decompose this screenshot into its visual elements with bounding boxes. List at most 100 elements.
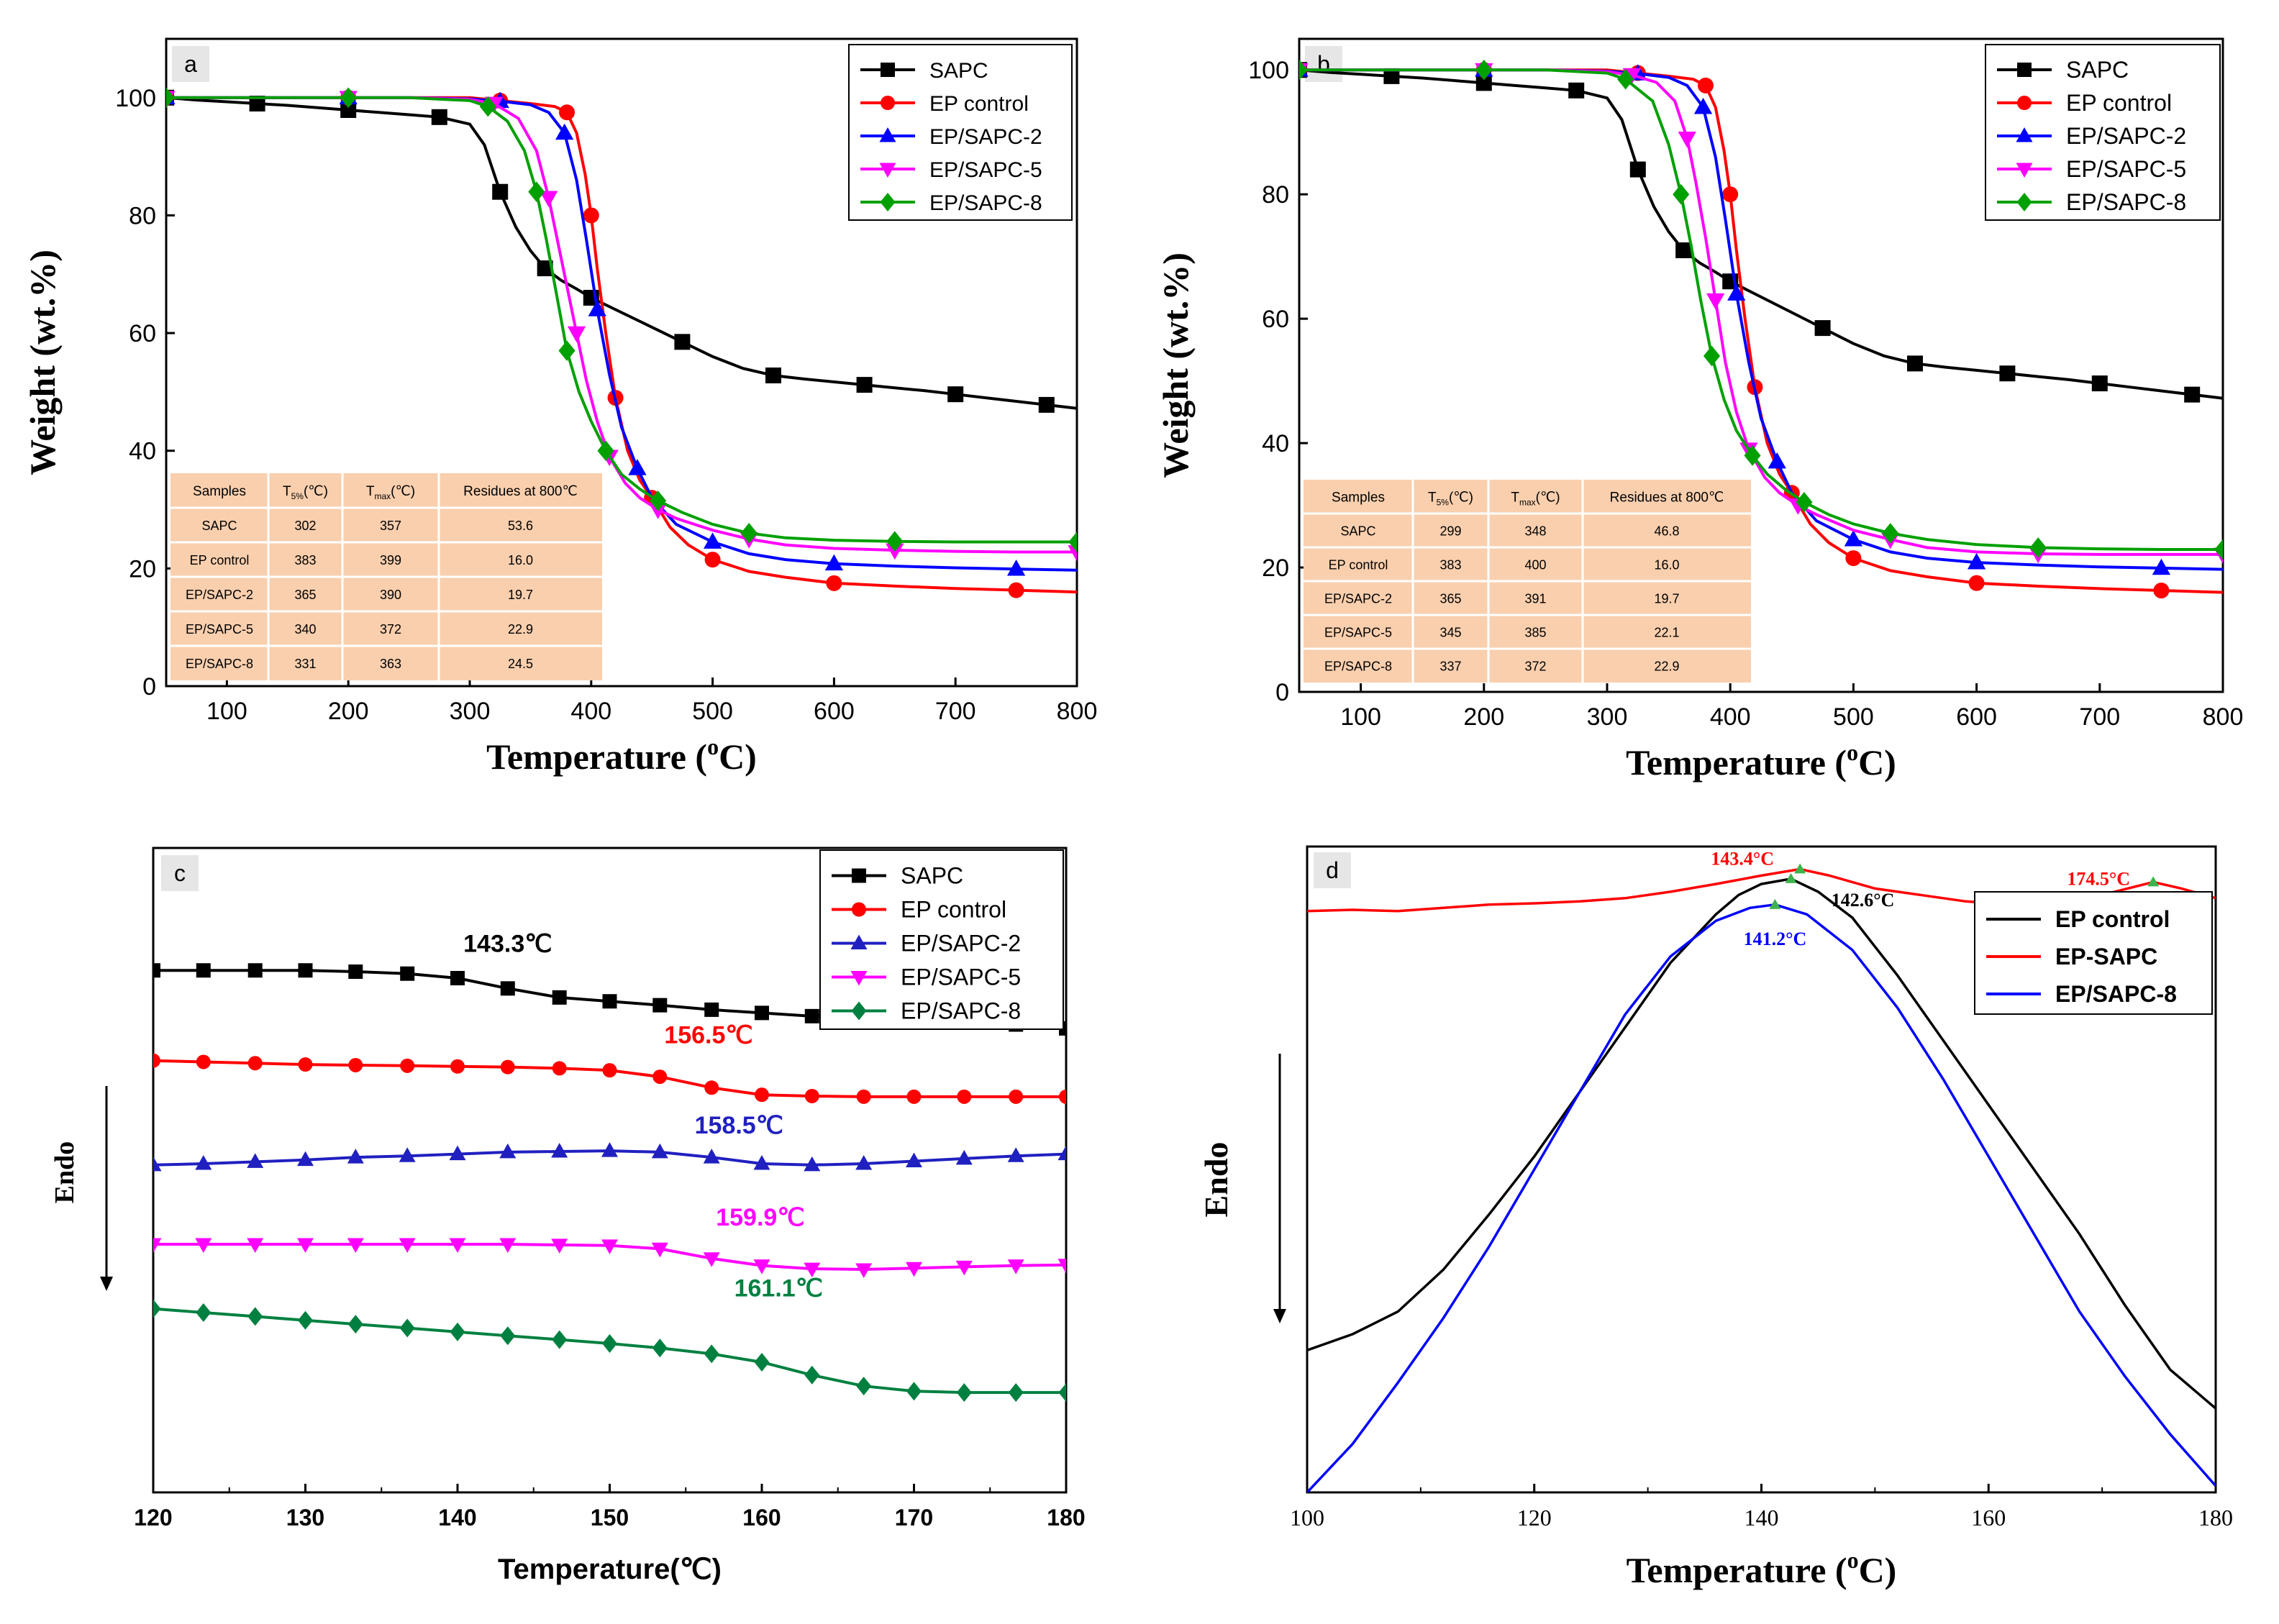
data-point xyxy=(1968,575,1985,591)
table-cell: EP/SAPC-2 xyxy=(186,588,253,602)
data-point xyxy=(755,1087,769,1103)
data-point xyxy=(651,1242,668,1258)
table-cell: 345 xyxy=(1439,626,1461,640)
data-point xyxy=(804,1365,820,1384)
data-point xyxy=(347,1315,363,1334)
table-cell: SAPC xyxy=(201,519,237,533)
legend-swatch-marker xyxy=(2017,96,2032,110)
data-point xyxy=(753,1259,770,1274)
x-axis-title-sup: o xyxy=(1847,739,1858,765)
y-tick-label: 0 xyxy=(142,673,156,701)
data-point xyxy=(400,966,415,981)
panel-label-box xyxy=(172,46,209,82)
legend-label: EP/SAPC-2 xyxy=(901,931,1021,957)
data-point xyxy=(804,1088,819,1103)
legend-swatch-marker xyxy=(879,163,896,178)
data-point xyxy=(153,1156,162,1172)
data-point xyxy=(651,1143,668,1159)
table-cell: EP/SAPC-8 xyxy=(186,657,253,671)
legend-swatch-marker xyxy=(880,193,896,211)
data-point xyxy=(249,96,265,111)
x-axis-title-end: C) xyxy=(1859,1550,1897,1590)
chart-panel-b: 100 200 300 400 500 600 700 800 0 20 40 60 80 100 Temp… xyxy=(1155,37,2243,783)
data-point xyxy=(153,1238,162,1254)
data-point xyxy=(1057,1145,1066,1161)
data-point xyxy=(1299,59,1308,81)
x-tick-label: 100 xyxy=(206,698,247,725)
data-point xyxy=(500,981,515,996)
panel-label: d xyxy=(1326,857,1339,883)
table-cell: 19.7 xyxy=(1654,592,1679,606)
table-cell: EP/SAPC-8 xyxy=(1324,660,1392,674)
data-point xyxy=(247,963,263,978)
series-line xyxy=(166,96,1077,410)
data-point xyxy=(479,96,496,117)
data-point xyxy=(957,1089,972,1104)
data-point xyxy=(1008,582,1024,598)
data-point xyxy=(1057,1259,1066,1274)
data-point xyxy=(400,1058,415,1073)
table-header-cell: Tmax(℃) xyxy=(1511,491,1560,508)
table-cell: 16.0 xyxy=(1654,558,1679,572)
x-axis-title: Temperature(℃) xyxy=(498,1554,722,1585)
data-point xyxy=(1703,345,1721,367)
x-axis-title: Temperature (oC) xyxy=(486,734,757,777)
table-cell: 365 xyxy=(294,588,316,602)
table-cell: 372 xyxy=(1524,660,1546,674)
table-cell: 22.9 xyxy=(1654,660,1679,674)
results-table: Samples T5%(℃) Tmax(℃) Residues at 800℃SAPC… xyxy=(170,473,602,680)
data-point xyxy=(804,1008,819,1023)
series-line xyxy=(166,96,1077,544)
legend-label: EP/SAPC-5 xyxy=(901,964,1021,990)
header-main: T xyxy=(283,484,291,499)
series-ep-sapc-5 xyxy=(153,1238,1066,1278)
peak-annotation: 174.5°C xyxy=(2067,868,2130,889)
data-point xyxy=(1999,365,2016,382)
table-cell: 337 xyxy=(1439,660,1461,674)
data-point xyxy=(1845,550,1862,567)
endo-arrow-head xyxy=(100,1277,113,1291)
legend-label: EP/SAPC-2 xyxy=(929,125,1042,149)
table-header-cell: Residues at 800℃ xyxy=(463,484,578,499)
y-tick-label: 60 xyxy=(1262,306,1289,333)
data-point xyxy=(551,1143,568,1158)
legend-label: EP-SAPC xyxy=(2055,944,2157,970)
data-point xyxy=(298,963,313,978)
data-point xyxy=(540,191,558,208)
table-cell: 357 xyxy=(380,519,401,533)
table-cell: 372 xyxy=(380,622,401,637)
data-point xyxy=(340,102,357,118)
data-point xyxy=(450,970,465,985)
data-point xyxy=(754,1353,770,1372)
data-point xyxy=(2091,375,2108,392)
header-sub: max xyxy=(1519,498,1536,508)
data-point xyxy=(755,1005,769,1021)
data-point xyxy=(1475,75,1492,91)
data-point xyxy=(826,575,842,591)
legend-swatch-marker xyxy=(2016,163,2033,178)
data-point xyxy=(555,123,574,140)
plot-area xyxy=(166,87,1077,598)
peak-annotation: 143.4°C xyxy=(1711,848,1774,869)
data-point xyxy=(1967,552,1986,570)
y-axis-title: Weight (wt.%) xyxy=(22,250,63,475)
data-point xyxy=(399,1318,415,1338)
data-point xyxy=(552,990,567,1005)
data-point xyxy=(740,522,758,544)
legend-label: SAPC xyxy=(929,59,988,83)
data-point xyxy=(153,963,160,978)
plot-area xyxy=(1299,59,2223,599)
x-tick-label: 120 xyxy=(134,1505,172,1531)
y-tick-label: 20 xyxy=(129,555,156,583)
x-tick-label: 140 xyxy=(438,1505,476,1531)
data-point xyxy=(195,1238,212,1254)
data-point xyxy=(1675,242,1692,259)
panel-label-box xyxy=(1314,852,1351,888)
table-cell: 383 xyxy=(1439,558,1461,572)
data-point xyxy=(166,87,175,109)
header-sub: 5% xyxy=(291,491,304,501)
header-sub: 5% xyxy=(1437,498,1450,508)
data-point xyxy=(824,554,844,571)
table-cell: 383 xyxy=(294,553,316,567)
legend: SAPC EP control EP/SAPC-2 EP/SAPC-5 EP/SAPC-… xyxy=(819,849,1064,1030)
